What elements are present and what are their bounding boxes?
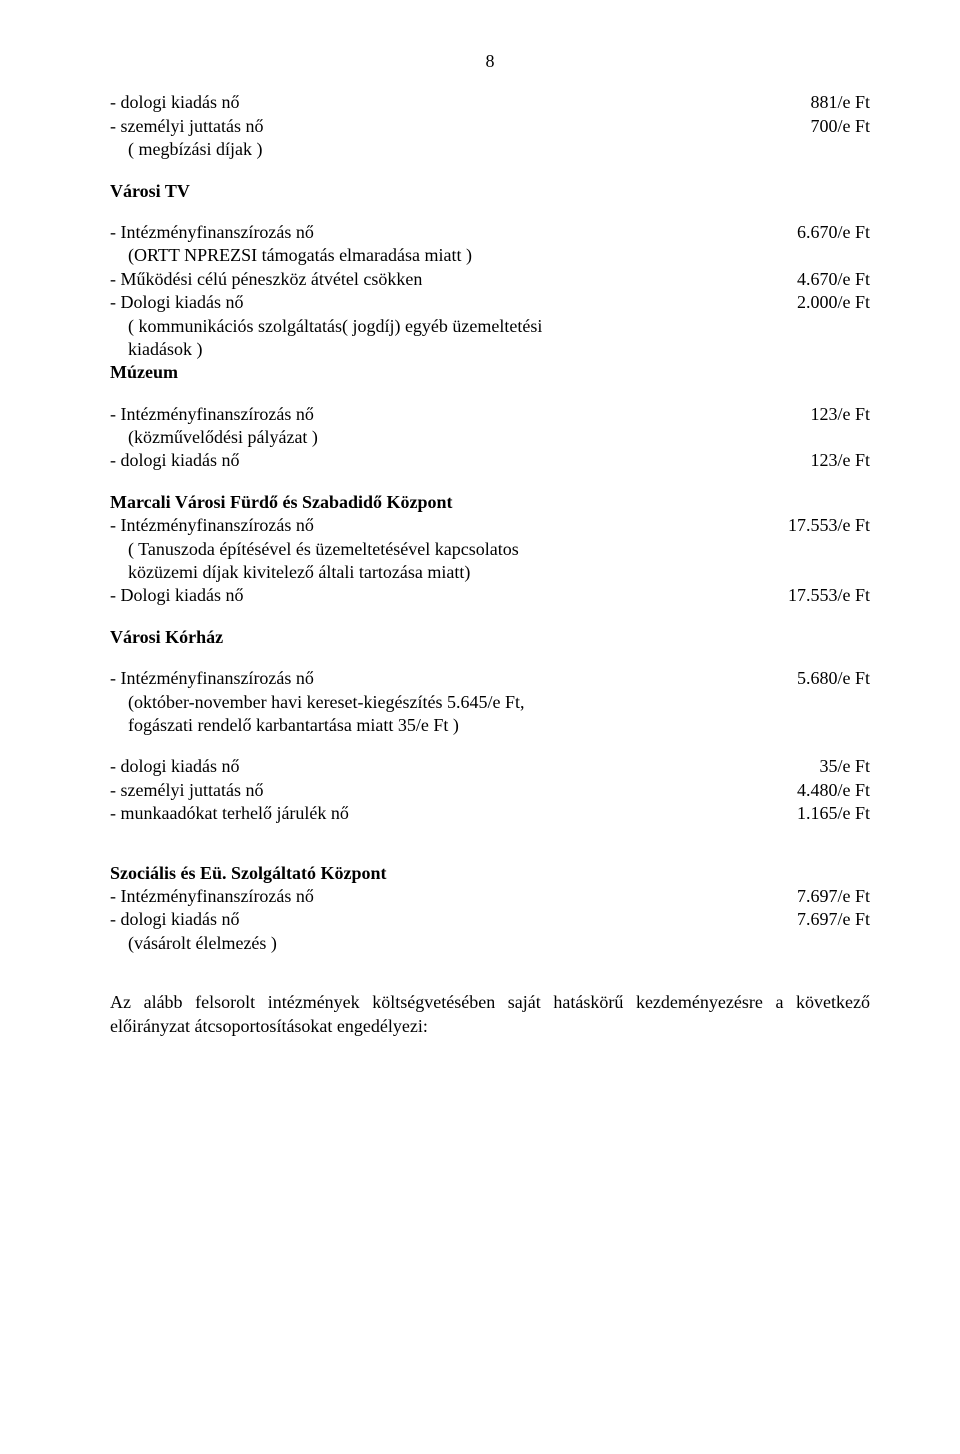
line-item: - Dologi kiadás nő 2.000/e Ft [110, 291, 870, 314]
item-label: ( megbízási díjak ) [110, 138, 870, 161]
item-value: 2.000/e Ft [797, 291, 870, 314]
item-value: 6.670/e Ft [797, 221, 870, 244]
line-item: - Intézményfinanszírozás nő 6.670/e Ft [110, 221, 870, 244]
item-label: - Intézményfinanszírozás nő [110, 403, 810, 426]
section-heading-furdo: Marcali Városi Fürdő és Szabadidő Közpon… [110, 491, 870, 514]
item-value: 123/e Ft [810, 403, 870, 426]
line-item: - Intézményfinanszírozás nő 7.697/e Ft [110, 885, 870, 908]
item-label: - Intézményfinanszírozás nő [110, 514, 788, 537]
line-item: (közművelődési pályázat ) [110, 426, 870, 449]
item-value: 700/e Ft [810, 115, 870, 138]
item-label: - személyi juttatás nő [110, 115, 810, 138]
item-value: 17.553/e Ft [788, 514, 870, 537]
line-item: (október-november havi kereset-kiegészít… [110, 691, 870, 714]
item-value: 881/e Ft [810, 91, 870, 114]
line-item: - Dologi kiadás nő 17.553/e Ft [110, 584, 870, 607]
line-item: (vásárolt élelmezés ) [110, 932, 870, 955]
item-value: 35/e Ft [819, 755, 870, 778]
item-label: (vásárolt élelmezés ) [110, 932, 870, 955]
item-value: 4.670/e Ft [797, 268, 870, 291]
item-value: 123/e Ft [810, 449, 870, 472]
line-item: közüzemi díjak kivitelező általi tartozá… [110, 561, 870, 584]
item-label: ( Tanuszoda építésével és üzemeltetéséve… [110, 538, 870, 561]
item-label: - dologi kiadás nő [110, 91, 810, 114]
footer-paragraph: Az alább felsorolt intézmények költségve… [110, 991, 870, 1038]
item-label: ( kommunikációs szolgáltatás( jogdíj) eg… [110, 315, 870, 338]
section-heading-varosi-tv: Városi TV [110, 180, 870, 203]
line-item: - dologi kiadás nő 35/e Ft [110, 755, 870, 778]
line-item: - Intézményfinanszírozás nő 17.553/e Ft [110, 514, 870, 537]
section-heading-korhaz: Városi Kórház [110, 626, 870, 649]
item-value: 7.697/e Ft [797, 908, 870, 931]
line-item: ( kommunikációs szolgáltatás( jogdíj) eg… [110, 315, 870, 338]
item-label: - személyi juttatás nő [110, 779, 797, 802]
line-item: - személyi juttatás nő 700/e Ft [110, 115, 870, 138]
item-label: - dologi kiadás nő [110, 908, 797, 931]
line-item: - Működési célú péneszköz átvétel csökke… [110, 268, 870, 291]
item-label: - dologi kiadás nő [110, 755, 819, 778]
item-value: 1.165/e Ft [797, 802, 870, 825]
item-label: (ORTT NPREZSI támogatás elmaradása miatt… [110, 244, 870, 267]
item-label: - Intézményfinanszírozás nő [110, 221, 797, 244]
item-value: 4.480/e Ft [797, 779, 870, 802]
document-page: 8 - dologi kiadás nő 881/e Ft - személyi… [0, 0, 960, 1454]
item-label: - dologi kiadás nő [110, 449, 810, 472]
item-label: - Működési célú péneszköz átvétel csökke… [110, 268, 797, 291]
item-label: - Intézményfinanszírozás nő [110, 885, 797, 908]
item-label: fogászati rendelő karbantartása miatt 35… [110, 714, 870, 737]
item-value: 5.680/e Ft [797, 667, 870, 690]
page-number: 8 [110, 50, 870, 73]
line-item: (ORTT NPREZSI támogatás elmaradása miatt… [110, 244, 870, 267]
item-label: közüzemi díjak kivitelező általi tartozá… [110, 561, 870, 584]
line-item: ( Tanuszoda építésével és üzemeltetéséve… [110, 538, 870, 561]
item-label: (közművelődési pályázat ) [110, 426, 870, 449]
line-item: fogászati rendelő karbantartása miatt 35… [110, 714, 870, 737]
line-item: ( megbízási díjak ) [110, 138, 870, 161]
line-item: - munkaadókat terhelő járulék nő 1.165/e… [110, 802, 870, 825]
item-value: 17.553/e Ft [788, 584, 870, 607]
item-label: - munkaadókat terhelő járulék nő [110, 802, 797, 825]
item-label: - Intézményfinanszírozás nő [110, 667, 797, 690]
line-item: - dologi kiadás nő 7.697/e Ft [110, 908, 870, 931]
line-item: kiadások ) [110, 338, 870, 361]
line-item: - személyi juttatás nő 4.480/e Ft [110, 779, 870, 802]
line-item: - dologi kiadás nő 881/e Ft [110, 91, 870, 114]
line-item: - Intézményfinanszírozás nő 123/e Ft [110, 403, 870, 426]
item-label: - Dologi kiadás nő [110, 291, 797, 314]
item-label: (október-november havi kereset-kiegészít… [110, 691, 870, 714]
item-value: 7.697/e Ft [797, 885, 870, 908]
item-label: kiadások ) [110, 338, 870, 361]
section-heading-szoc: Szociális és Eü. Szolgáltató Központ [110, 862, 870, 885]
section-heading-muzeum: Múzeum [110, 361, 870, 384]
item-label: - Dologi kiadás nő [110, 584, 788, 607]
line-item: - dologi kiadás nő 123/e Ft [110, 449, 870, 472]
line-item: - Intézményfinanszírozás nő 5.680/e Ft [110, 667, 870, 690]
